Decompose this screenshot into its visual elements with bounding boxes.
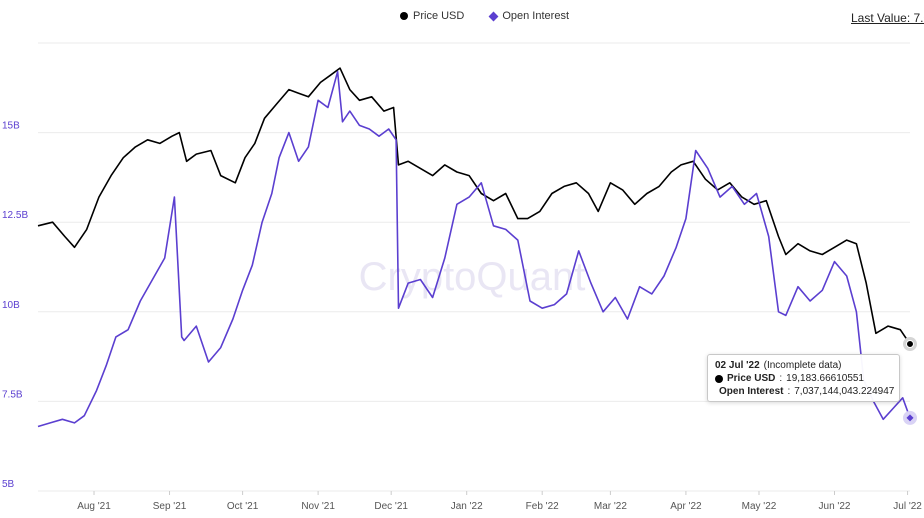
last-value-link[interactable]: Last Value: 7.0: [851, 11, 924, 25]
legend-price-marker: [400, 12, 408, 20]
x-tick-label: Dec '21: [374, 501, 408, 512]
tooltip-oi-value: 7,037,144,043.224947: [794, 386, 895, 397]
x-tick-label: Feb '22: [526, 501, 559, 512]
x-tick-label: Apr '22: [670, 501, 702, 512]
x-tick-label: Jan '22: [451, 501, 483, 512]
tooltip-price-value: 19,183.66610551: [786, 373, 864, 384]
y-tick-label: 7.5B: [2, 389, 23, 400]
y-tick-label: 5B: [2, 479, 15, 490]
y-axis: 5B 7.5B 10B 12.5B 15B: [2, 121, 28, 490]
chart-tooltip: 02 Jul '22 (Incomplete data) Price USD: …: [707, 354, 900, 402]
tooltip-note: (Incomplete data): [763, 360, 842, 371]
x-axis: Aug '21 Sep '21 Oct '21 Nov '21 Dec '21 Jan '…: [77, 491, 922, 512]
watermark: CryptoQuant: [359, 255, 586, 299]
x-tick-label: Jun '22: [819, 501, 851, 512]
legend-price-label: Price USD: [413, 10, 465, 22]
legend-oi-marker: [488, 11, 499, 21]
series-line-open-interest: [37, 70, 911, 428]
y-tick-label: 10B: [2, 300, 20, 311]
series-line-price: [37, 67, 911, 345]
y-tick-label: 15B: [2, 121, 20, 132]
tooltip-price-name: Price USD: [727, 373, 776, 384]
x-tick-label: Nov '21: [301, 501, 335, 512]
oi-hover-point: [906, 414, 914, 422]
hover-markers: [903, 337, 917, 425]
x-tick-label: Mar '22: [594, 501, 627, 512]
price-hover-point: [906, 340, 914, 349]
x-tick-label: Jul '22: [893, 501, 922, 512]
tooltip-date: 02 Jul '22: [715, 360, 760, 371]
chart-grid: [38, 42, 910, 492]
tooltip-price-marker: [715, 374, 723, 383]
y-tick-label: 12.5B: [2, 210, 28, 221]
tooltip-oi-name: Open Interest: [719, 386, 784, 397]
x-tick-label: May '22: [742, 501, 777, 512]
chart-legend: Price USD Open Interest: [400, 10, 569, 22]
x-tick-label: Oct '21: [227, 501, 259, 512]
legend-oi-label: Open Interest: [502, 10, 569, 22]
tooltip-oi-marker: [712, 389, 718, 394]
x-tick-label: Aug '21: [77, 501, 111, 512]
legend-item-open-interest[interactable]: Open Interest: [488, 10, 569, 22]
plot-area: [37, 67, 911, 428]
legend-item-price[interactable]: Price USD: [400, 10, 464, 22]
x-tick-label: Sep '21: [153, 501, 187, 512]
